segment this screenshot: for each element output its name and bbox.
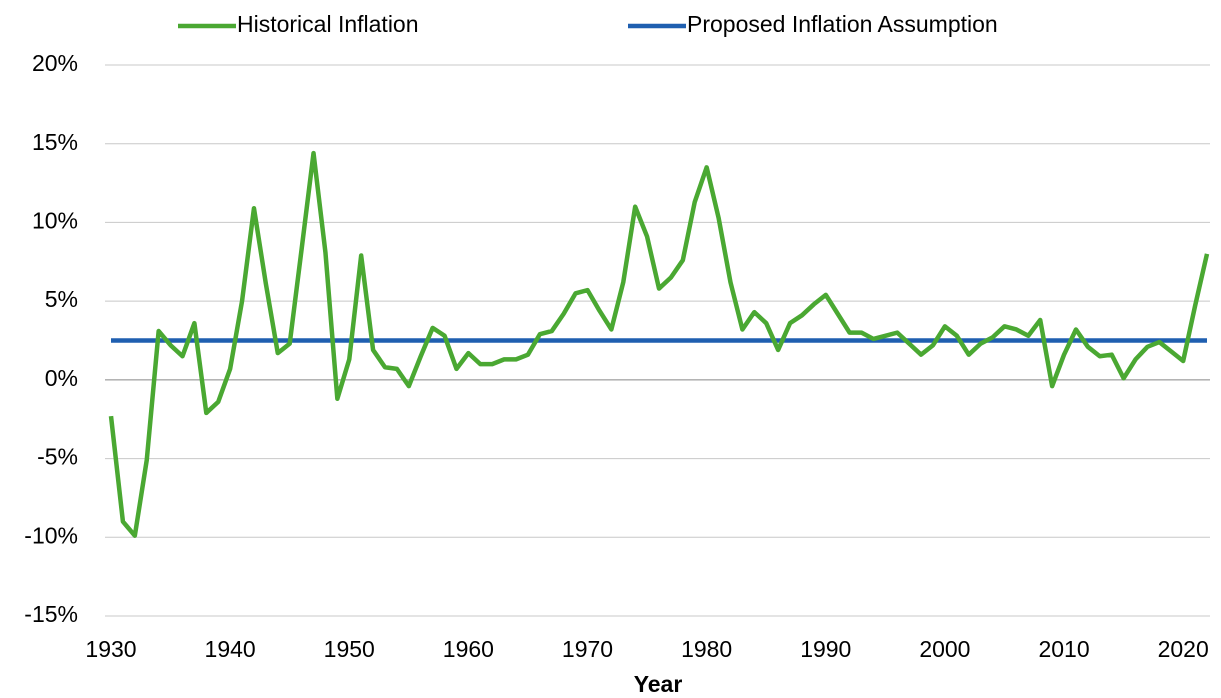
x-tick-label: 1970 [562, 636, 613, 662]
y-tick-label: -5% [37, 444, 78, 470]
x-tick-label: 2020 [1158, 636, 1209, 662]
y-tick-label: -15% [24, 601, 78, 627]
legend-label: Historical Inflation [237, 11, 419, 37]
y-tick-label: 15% [32, 129, 78, 155]
legend-label: Proposed Inflation Assumption [687, 11, 998, 37]
x-tick-label: 1940 [205, 636, 256, 662]
y-tick-label: 0% [45, 365, 78, 391]
y-tick-label: 10% [32, 208, 78, 234]
x-tick-label: 1960 [443, 636, 494, 662]
x-axis-title: Year [634, 671, 683, 697]
y-tick-label: 5% [45, 286, 78, 312]
x-tick-label: 2000 [919, 636, 970, 662]
x-tick-label: 2010 [1038, 636, 1089, 662]
x-tick-label: 1930 [85, 636, 136, 662]
x-tick-label: 1950 [324, 636, 375, 662]
y-tick-label: -10% [24, 522, 78, 548]
x-tick-label: 1980 [681, 636, 732, 662]
series-line [108, 150, 1210, 538]
y-tick-label: 20% [32, 50, 78, 76]
x-tick-label: 1990 [800, 636, 851, 662]
